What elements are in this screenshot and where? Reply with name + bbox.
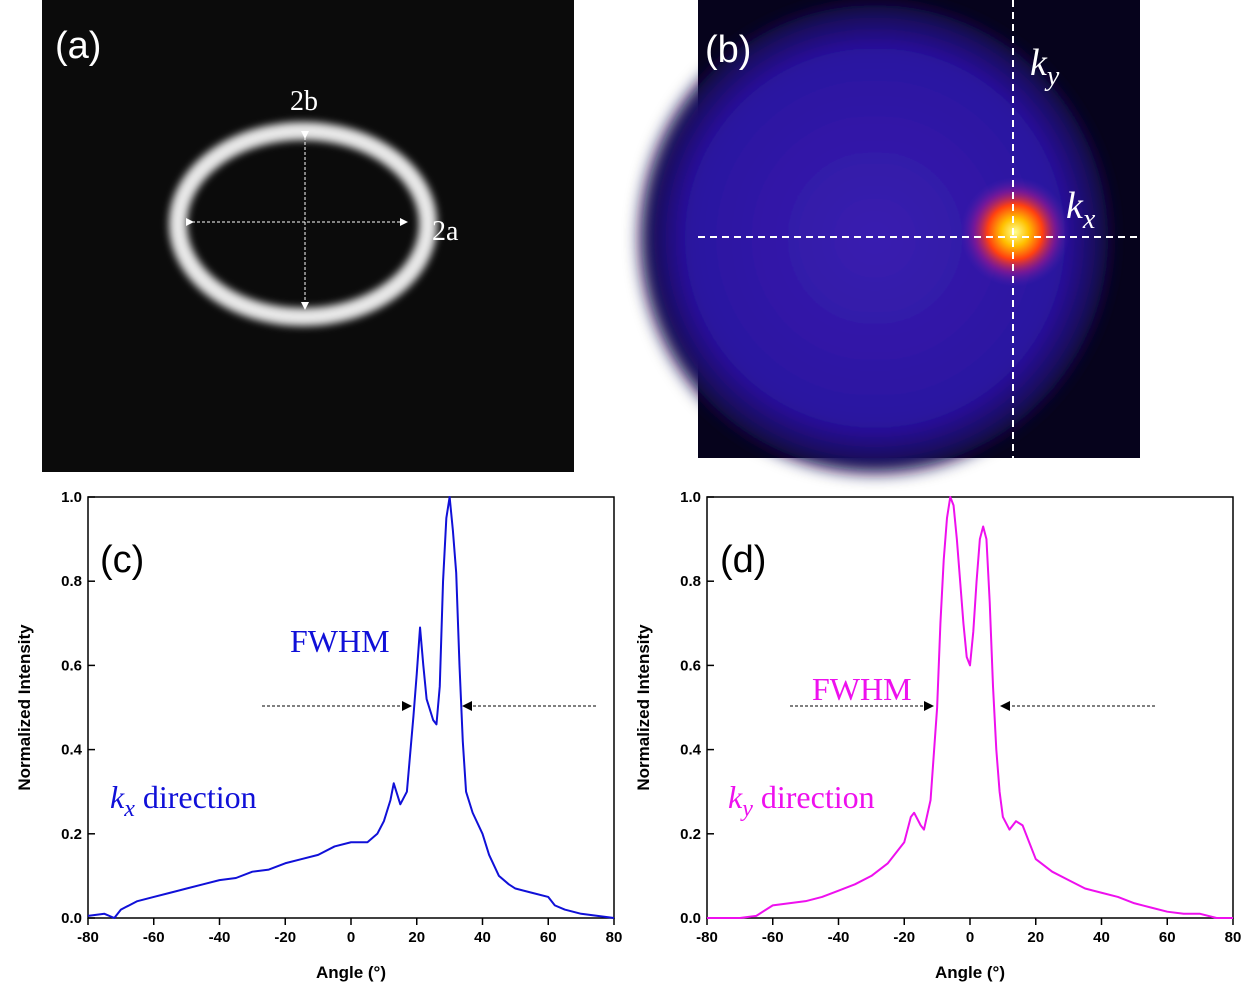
panel-label: (c) [100,539,144,581]
x-tick-label: -60 [143,929,165,946]
y-tick-label: 0.8 [61,573,82,590]
fwhm-label: FWHM [812,671,912,707]
width-label: 2a [432,216,459,247]
ky-label: ky [1030,42,1060,92]
x-tick-label: -80 [696,929,718,946]
x-tick-label: -80 [77,929,99,946]
image-a [42,0,574,472]
y-tick-label: 1.0 [61,489,82,506]
y-axis-label: Normalized Intensity [634,624,653,791]
x-tick-label: 40 [1093,929,1110,946]
y-tick-label: 0.6 [61,657,82,674]
symbol: k [728,779,743,815]
plot-frame [87,496,615,919]
subscript: x [123,796,135,822]
kx-label: kx [1066,185,1096,235]
y-tick-label: 0.4 [680,742,702,759]
x-tick-label: 40 [474,929,491,946]
x-tick-label: -60 [762,929,784,946]
x-tick-label: 80 [1225,929,1242,946]
fwhm-label: FWHM [290,623,390,659]
y-tick-label: 0.6 [680,657,701,674]
hot-spot [960,177,1070,287]
panel-label: (a) [55,25,101,67]
x-tick-label: 80 [606,929,623,946]
symbol: k [1030,42,1048,84]
y-tick-label: 0.0 [61,910,82,927]
x-tick-label: -20 [893,929,915,946]
direction-label: kx direction [110,779,257,822]
x-axis-label: Angle (°) [316,963,386,982]
subscript: y [740,796,753,822]
x-tick-label: -40 [209,929,231,946]
direction: direction [761,779,875,815]
beam-disk [640,3,1110,473]
data-line [707,496,1233,919]
x-tick-label: 0 [347,929,355,946]
x-tick-label: 20 [1027,929,1044,946]
subscript: x [1082,204,1096,235]
y-axis-label: Normalized Intensity [15,624,34,791]
y-tick-label: 0.2 [61,826,82,843]
y-tick-label: 0.8 [680,573,701,590]
y-tick-label: 0.4 [61,742,83,759]
symbol: k [1066,185,1084,227]
x-tick-label: -20 [274,929,296,946]
y-tick-label: 0.2 [680,826,701,843]
data-line [87,496,615,919]
direction: direction [143,779,257,815]
height-label: 2b [290,86,318,117]
x-axis-label: Angle (°) [935,963,1005,982]
subscript: y [1044,61,1060,92]
y-tick-label: 0.0 [680,910,701,927]
panel-label: (b) [705,29,751,71]
x-tick-label: 0 [966,929,974,946]
symbol: k [110,779,125,815]
panel-label: (d) [720,539,766,581]
x-tick-label: -40 [828,929,850,946]
direction-label: ky direction [728,779,875,822]
plot-frame [706,496,1234,919]
x-tick-label: 20 [408,929,425,946]
y-tick-label: 1.0 [680,489,701,506]
x-tick-label: 60 [1159,929,1176,946]
x-tick-label: 60 [540,929,557,946]
